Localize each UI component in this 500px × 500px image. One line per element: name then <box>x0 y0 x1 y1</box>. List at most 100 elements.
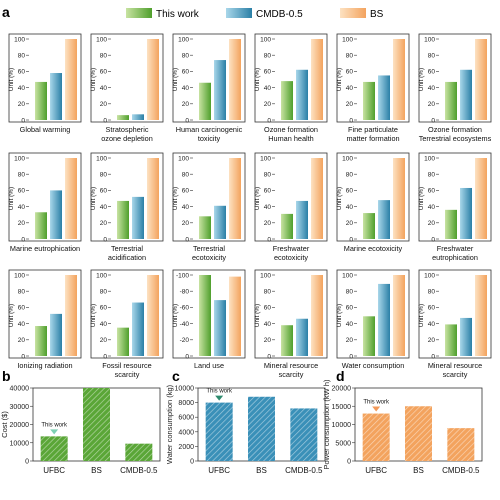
y-tick-label: 60 <box>264 69 272 76</box>
bar-bs <box>229 39 241 120</box>
y-tick-label: 20 <box>346 101 354 108</box>
y-tick-label: 20000 <box>10 422 30 429</box>
chart-title: scarcity <box>279 370 304 379</box>
chart-5-fine-particulate-matter-formation: 0 20 40 60 80 100 Unit (%) Fine particulatematt… <box>336 33 410 143</box>
bar-cmdb-0-5 <box>132 302 144 356</box>
chart-title: Land use <box>194 361 224 370</box>
chart-title: acidification <box>108 253 146 262</box>
y-axis-label: Water consumption (kg) <box>165 384 174 464</box>
bar-bs <box>393 275 405 356</box>
y-tick-label: 20 <box>346 337 354 344</box>
chart-title: Human health <box>268 134 313 143</box>
y-axis-label: Cost ($) <box>0 411 9 438</box>
y-tick-label: 60 <box>346 188 354 195</box>
bar-cmdb-0-5 <box>214 300 226 356</box>
y-tick-label: 80 <box>182 53 190 60</box>
bar-this-work <box>281 325 293 356</box>
bar-cmdb-0-5 <box>125 443 153 461</box>
y-tick-label: 40 <box>264 204 272 211</box>
y-tick-label: 0 <box>431 236 435 243</box>
y-tick-label: 40 <box>346 85 354 92</box>
bar-cmdb-0-5 <box>214 205 226 239</box>
y-tick-label: -40 <box>180 321 190 328</box>
y-axis-label: Unit (%) <box>418 304 425 327</box>
bar-bs <box>229 158 241 239</box>
bar-cmdb-0-5 <box>50 190 62 239</box>
bar-this-work <box>35 81 47 120</box>
bar-bs <box>475 275 487 356</box>
y-tick-label: 40 <box>346 321 354 328</box>
y-tick-label: 60 <box>100 188 108 195</box>
panel-letter-d: d <box>336 368 345 384</box>
y-tick-label: 0 <box>21 353 25 360</box>
bar-ufbc <box>40 436 68 461</box>
y-tick-label: 40 <box>182 204 190 211</box>
annotation-marker <box>215 395 224 401</box>
y-tick-label: 0 <box>267 236 271 243</box>
bar-bs <box>229 276 241 356</box>
y-tick-label: 80 <box>100 289 108 296</box>
x-tick-label: UFBC <box>365 466 387 475</box>
y-axis-label: Unit (%) <box>8 304 15 327</box>
y-tick-label: 60 <box>428 188 436 195</box>
bar-cmdb-0-5 <box>378 200 390 239</box>
y-tick-label: 0 <box>25 459 29 466</box>
y-tick-label: 60 <box>18 305 26 312</box>
y-tick-label: 40 <box>100 321 108 328</box>
chart-13-ionizing-radiation: 0 20 40 60 80 100 Unit (%) Ionizing radiation <box>8 269 82 370</box>
x-tick-label: CMDB-0.5 <box>120 466 158 475</box>
bar-cmdb-0-5 <box>460 187 472 239</box>
chart-title: scarcity <box>443 370 468 379</box>
y-tick-label: 40 <box>100 85 108 92</box>
chart-title: ozone depletion <box>101 134 153 143</box>
y-tick-label: 80 <box>18 172 26 179</box>
chart-4-ozone-formation-human-health: 0 20 40 60 80 100 Unit (%) Ozone formationHuman… <box>254 33 328 143</box>
y-tick-label: 0 <box>185 236 189 243</box>
y-tick-label: 80 <box>346 289 354 296</box>
bar-bs <box>248 396 275 461</box>
annotation-label: This work <box>206 389 233 395</box>
y-axis-label: Unit (%) <box>8 187 15 210</box>
chart-frame <box>254 33 328 123</box>
x-tick-label: UFBC <box>43 466 65 475</box>
bar-bs <box>405 406 432 461</box>
chart-frame <box>8 33 82 123</box>
chart-14-fossil-resource-scarcity: 0 20 40 60 80 100 Unit (%) Fossil resourcescarc… <box>90 269 164 379</box>
bar-this-work <box>35 326 47 356</box>
y-tick-label: 10000 <box>10 440 30 447</box>
y-tick-label: 100 <box>342 155 353 162</box>
chart-frame <box>336 33 410 123</box>
chart-title: Ozone formation <box>264 125 318 134</box>
chart-title: Terrestrial <box>111 244 143 253</box>
y-tick-label: 6000 <box>178 415 194 422</box>
chart-3-human-carcinogenic-toxicity: 0 20 40 60 80 100 Unit (%) Human carcinogenicto… <box>172 33 246 143</box>
bar-this-work <box>363 316 375 356</box>
y-tick-label: 60 <box>428 305 436 312</box>
bar-cmdb-0-5 <box>132 114 144 120</box>
chart-frame <box>172 152 246 242</box>
y-tick-label: 0 <box>103 236 107 243</box>
legend-swatch-cmdb <box>226 8 252 18</box>
y-tick-label: 40 <box>346 204 354 211</box>
y-tick-label: 60 <box>182 188 190 195</box>
bar-cmdb-0-5 <box>132 196 144 239</box>
y-axis-label: Unit (%) <box>90 304 97 327</box>
y-tick-label: 40 <box>428 321 436 328</box>
y-tick-label: 20 <box>18 220 26 227</box>
y-tick-label: 20 <box>428 101 436 108</box>
y-tick-label: 40 <box>182 85 190 92</box>
chart-title: Stratospheric <box>106 125 149 134</box>
y-tick-label: 80 <box>100 53 108 60</box>
panel-letter-c: c <box>172 368 180 384</box>
y-tick-label: 0 <box>267 353 271 360</box>
bar-bs <box>83 388 110 461</box>
y-tick-label: 5000 <box>335 440 351 447</box>
chart-frame <box>336 269 410 359</box>
y-tick-label: 60 <box>346 69 354 76</box>
y-tick-label: 0 <box>190 459 194 466</box>
y-tick-label: 100 <box>342 36 353 43</box>
